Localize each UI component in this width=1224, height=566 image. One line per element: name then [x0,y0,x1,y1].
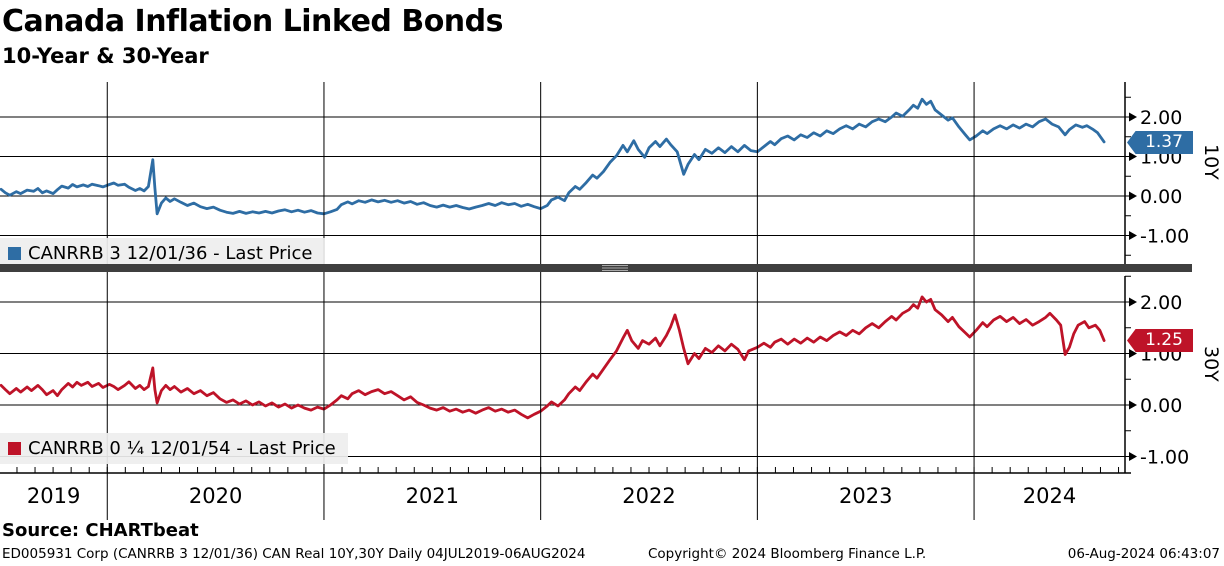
x-axis: 2019 2020 2021 2022 2023 2024 [0,82,1131,520]
source-label: Source: CHARTbeat [2,520,199,541]
price-line-10y [0,97,1106,216]
last-price-tag-30y: 1.25 [1127,329,1193,352]
x-tick-2023: 2023 [839,484,892,508]
svg-text:0.00: 0.00 [1140,395,1182,417]
x-tick-2024: 2024 [1023,484,1076,508]
splitter-grip-icon [602,265,628,271]
svg-text:0.00: 0.00 [1140,186,1182,208]
legend-label-30y: CANRRB 0 ¼ 12/01/54 - Last Price [28,438,336,459]
legend-label-10y: CANRRB 3 12/01/36 - Last Price [28,243,313,264]
axis-title-10y: 10Y [1200,144,1222,180]
panel-10y: 2.001.000.00-1.00 [0,82,1189,264]
svg-text:2.00: 2.00 [1140,107,1182,129]
last-price-tag-10y: 1.37 [1127,131,1193,154]
x-tick-2020: 2020 [189,484,242,508]
chart-subtitle: 10-Year & 30-Year [2,44,209,68]
footer-timestamp: 06-Aug-2024 06:43:07 [1067,546,1220,562]
legend-10y[interactable]: CANRRB 3 12/01/36 - Last Price [0,238,325,269]
x-tick-2022: 2022 [622,484,675,508]
svg-text:-1.00: -1.00 [1140,447,1189,469]
chart-title: Canada Inflation Linked Bonds [2,4,504,39]
axis-title-30y: 30Y [1200,346,1222,382]
panel-splitter[interactable] [0,264,1192,272]
x-tick-2019: 2019 [27,484,80,508]
footer-copyright: Copyright© 2024 Bloomberg Finance L.P. [648,546,927,562]
x-tick-2021: 2021 [406,484,459,508]
legend-30y[interactable]: CANRRB 0 ¼ 12/01/54 - Last Price [0,433,348,464]
legend-swatch-30y-icon [8,442,21,455]
svg-text:-1.00: -1.00 [1140,226,1189,248]
price-line-30y [0,295,1106,420]
legend-swatch-10y-icon [8,247,21,260]
svg-text:2.00: 2.00 [1140,292,1182,314]
footer-security-info: ED005931 Corp (CANRRB 3 12/01/36) CAN Re… [2,546,586,562]
